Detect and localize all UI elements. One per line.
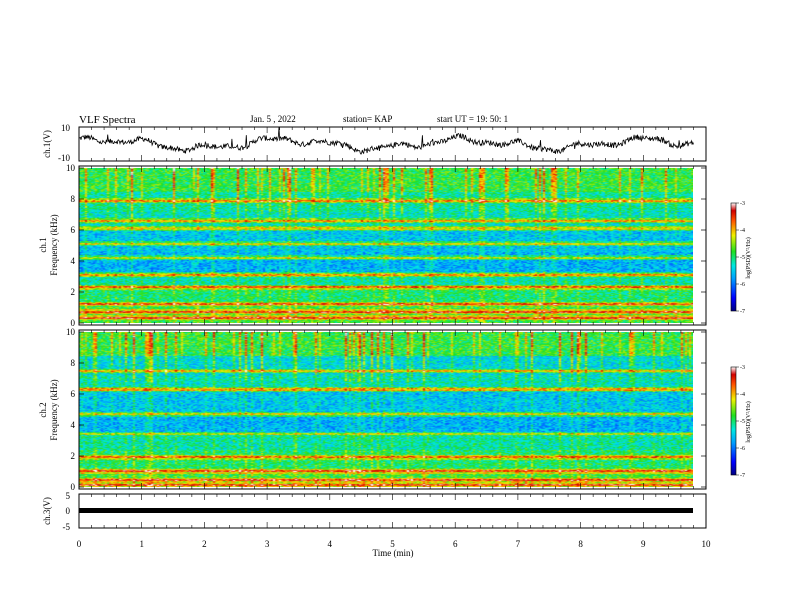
ch2-freq-tick-label: 2 bbox=[71, 451, 76, 461]
ch1-spectrogram-image bbox=[79, 168, 693, 323]
colorbar-tick-label: -6 bbox=[740, 446, 745, 452]
colorbar-tick-label: -4 bbox=[740, 228, 745, 234]
time-tick-label: 7 bbox=[516, 539, 521, 549]
figure-title: VLF Spectra bbox=[79, 114, 136, 126]
colorbar-tick-label: -5 bbox=[740, 255, 745, 261]
time-tick-label: 6 bbox=[453, 539, 458, 549]
ch1-freq-tick-label: 0 bbox=[71, 318, 76, 328]
ch2-spectrogram-ylabel-frequency: Frequency (kHz) bbox=[49, 379, 59, 440]
colorbar-tick-label: -7 bbox=[740, 473, 745, 479]
colorbar-tick-label: -4 bbox=[740, 392, 745, 398]
ch1-spectrogram-panel: 0 2 4 6 8 10 ch.1 Frequency (kHz) log(PSD)(V²… bbox=[38, 163, 752, 328]
ch2-spectrogram-ylabel-channel: ch.2 bbox=[38, 402, 48, 417]
time-tick-label: 8 bbox=[578, 539, 583, 549]
ch1-colorbar-label: log(PSD)(V²/Hz) bbox=[745, 237, 752, 278]
ch1-waveform-panel: 10 -10 ch.1(V) bbox=[42, 123, 707, 163]
ch1-freq-tick-label: 4 bbox=[71, 256, 76, 266]
ch2-colorbar-label: log(PSD)(V²/Hz) bbox=[745, 401, 752, 442]
ch2-colorbar-scale bbox=[730, 366, 737, 476]
ch3-ytick-bottom: -5 bbox=[63, 522, 71, 532]
ch1-waveform-ticks bbox=[78, 127, 707, 161]
ch1-colorbar: log(PSD)(V²/Hz) -3 -4 -5 -6 -7 bbox=[730, 201, 752, 315]
ch1-freq-tick-label: 2 bbox=[71, 287, 76, 297]
ch1-ytick-top: 10 bbox=[61, 123, 71, 133]
ch1-ytick-bottom: -10 bbox=[58, 153, 70, 163]
time-tick-label: 1 bbox=[139, 539, 144, 549]
ch2-freq-tick-label: 8 bbox=[71, 358, 76, 368]
time-tick-label: 4 bbox=[328, 539, 333, 549]
start-time-label: start UT = 19: 50: 1 bbox=[437, 114, 508, 124]
ch1-freq-tick-label: 6 bbox=[71, 225, 76, 235]
time-axis-tick-labels: 0 1 2 3 4 5 6 7 8 9 10 bbox=[77, 539, 711, 549]
ch3-waveform-panel: 5 0 -5 ch.3(V) 0 1 2 3 4 5 6 7 8 9 10 Time (min) bbox=[42, 491, 711, 558]
ch2-spectrogram-ticks: 0 2 4 6 8 10 bbox=[66, 327, 707, 492]
ch3-waveform-ticks bbox=[78, 494, 707, 528]
ch3-ytick-top: 5 bbox=[66, 491, 71, 501]
date-label: Jan. 5 , 2022 bbox=[250, 114, 296, 124]
time-tick-label: 9 bbox=[641, 539, 646, 549]
ch1-spectrogram-ticks: 0 2 4 6 8 10 bbox=[66, 163, 707, 328]
ch2-freq-tick-label: 0 bbox=[71, 482, 76, 492]
ch1-waveform-line bbox=[78, 126, 694, 155]
ch2-freq-tick-label: 6 bbox=[71, 389, 76, 399]
ch2-colorbar: log(PSD)(V²/Hz) -3 -4 -5 -6 -7 bbox=[730, 365, 752, 479]
colorbar-tick-label: -3 bbox=[740, 201, 745, 207]
ch3-ytick-middle: 0 bbox=[66, 506, 71, 516]
colorbar-tick-label: -6 bbox=[740, 282, 745, 288]
time-axis-label: Time (min) bbox=[373, 548, 414, 558]
time-tick-label: 10 bbox=[702, 539, 712, 549]
ch1-colorbar-scale bbox=[730, 202, 737, 312]
ch1-spectrogram-ylabel-frequency: Frequency (kHz) bbox=[49, 214, 59, 275]
time-tick-label: 0 bbox=[77, 539, 82, 549]
time-tick-label: 2 bbox=[202, 539, 207, 549]
ch3-waveform-ylabel: ch.3(V) bbox=[42, 497, 52, 525]
colorbar-tick-label: -5 bbox=[740, 419, 745, 425]
ch1-spectrogram-ylabel-channel: ch.1 bbox=[38, 237, 48, 252]
station-label: station= KAP bbox=[343, 114, 392, 124]
ch3-waveform-band bbox=[79, 508, 693, 513]
ch1-freq-tick-label: 8 bbox=[71, 194, 76, 204]
colorbar-tick-label: -7 bbox=[740, 309, 745, 315]
ch2-spectrogram-panel: 0 2 4 6 8 10 ch.2 Frequency (kHz) log(PSD)(V²… bbox=[38, 327, 752, 492]
ch1-freq-tick-label: 10 bbox=[66, 163, 76, 173]
time-tick-label: 3 bbox=[265, 539, 270, 549]
ch2-freq-tick-label: 4 bbox=[71, 420, 76, 430]
ch1-waveform-ylabel: ch.1(V) bbox=[42, 130, 52, 158]
colorbar-tick-label: -3 bbox=[740, 365, 745, 371]
time-tick-label: 5 bbox=[390, 539, 395, 549]
ch2-spectrogram-image bbox=[79, 332, 693, 487]
ch2-freq-tick-label: 10 bbox=[66, 327, 76, 337]
